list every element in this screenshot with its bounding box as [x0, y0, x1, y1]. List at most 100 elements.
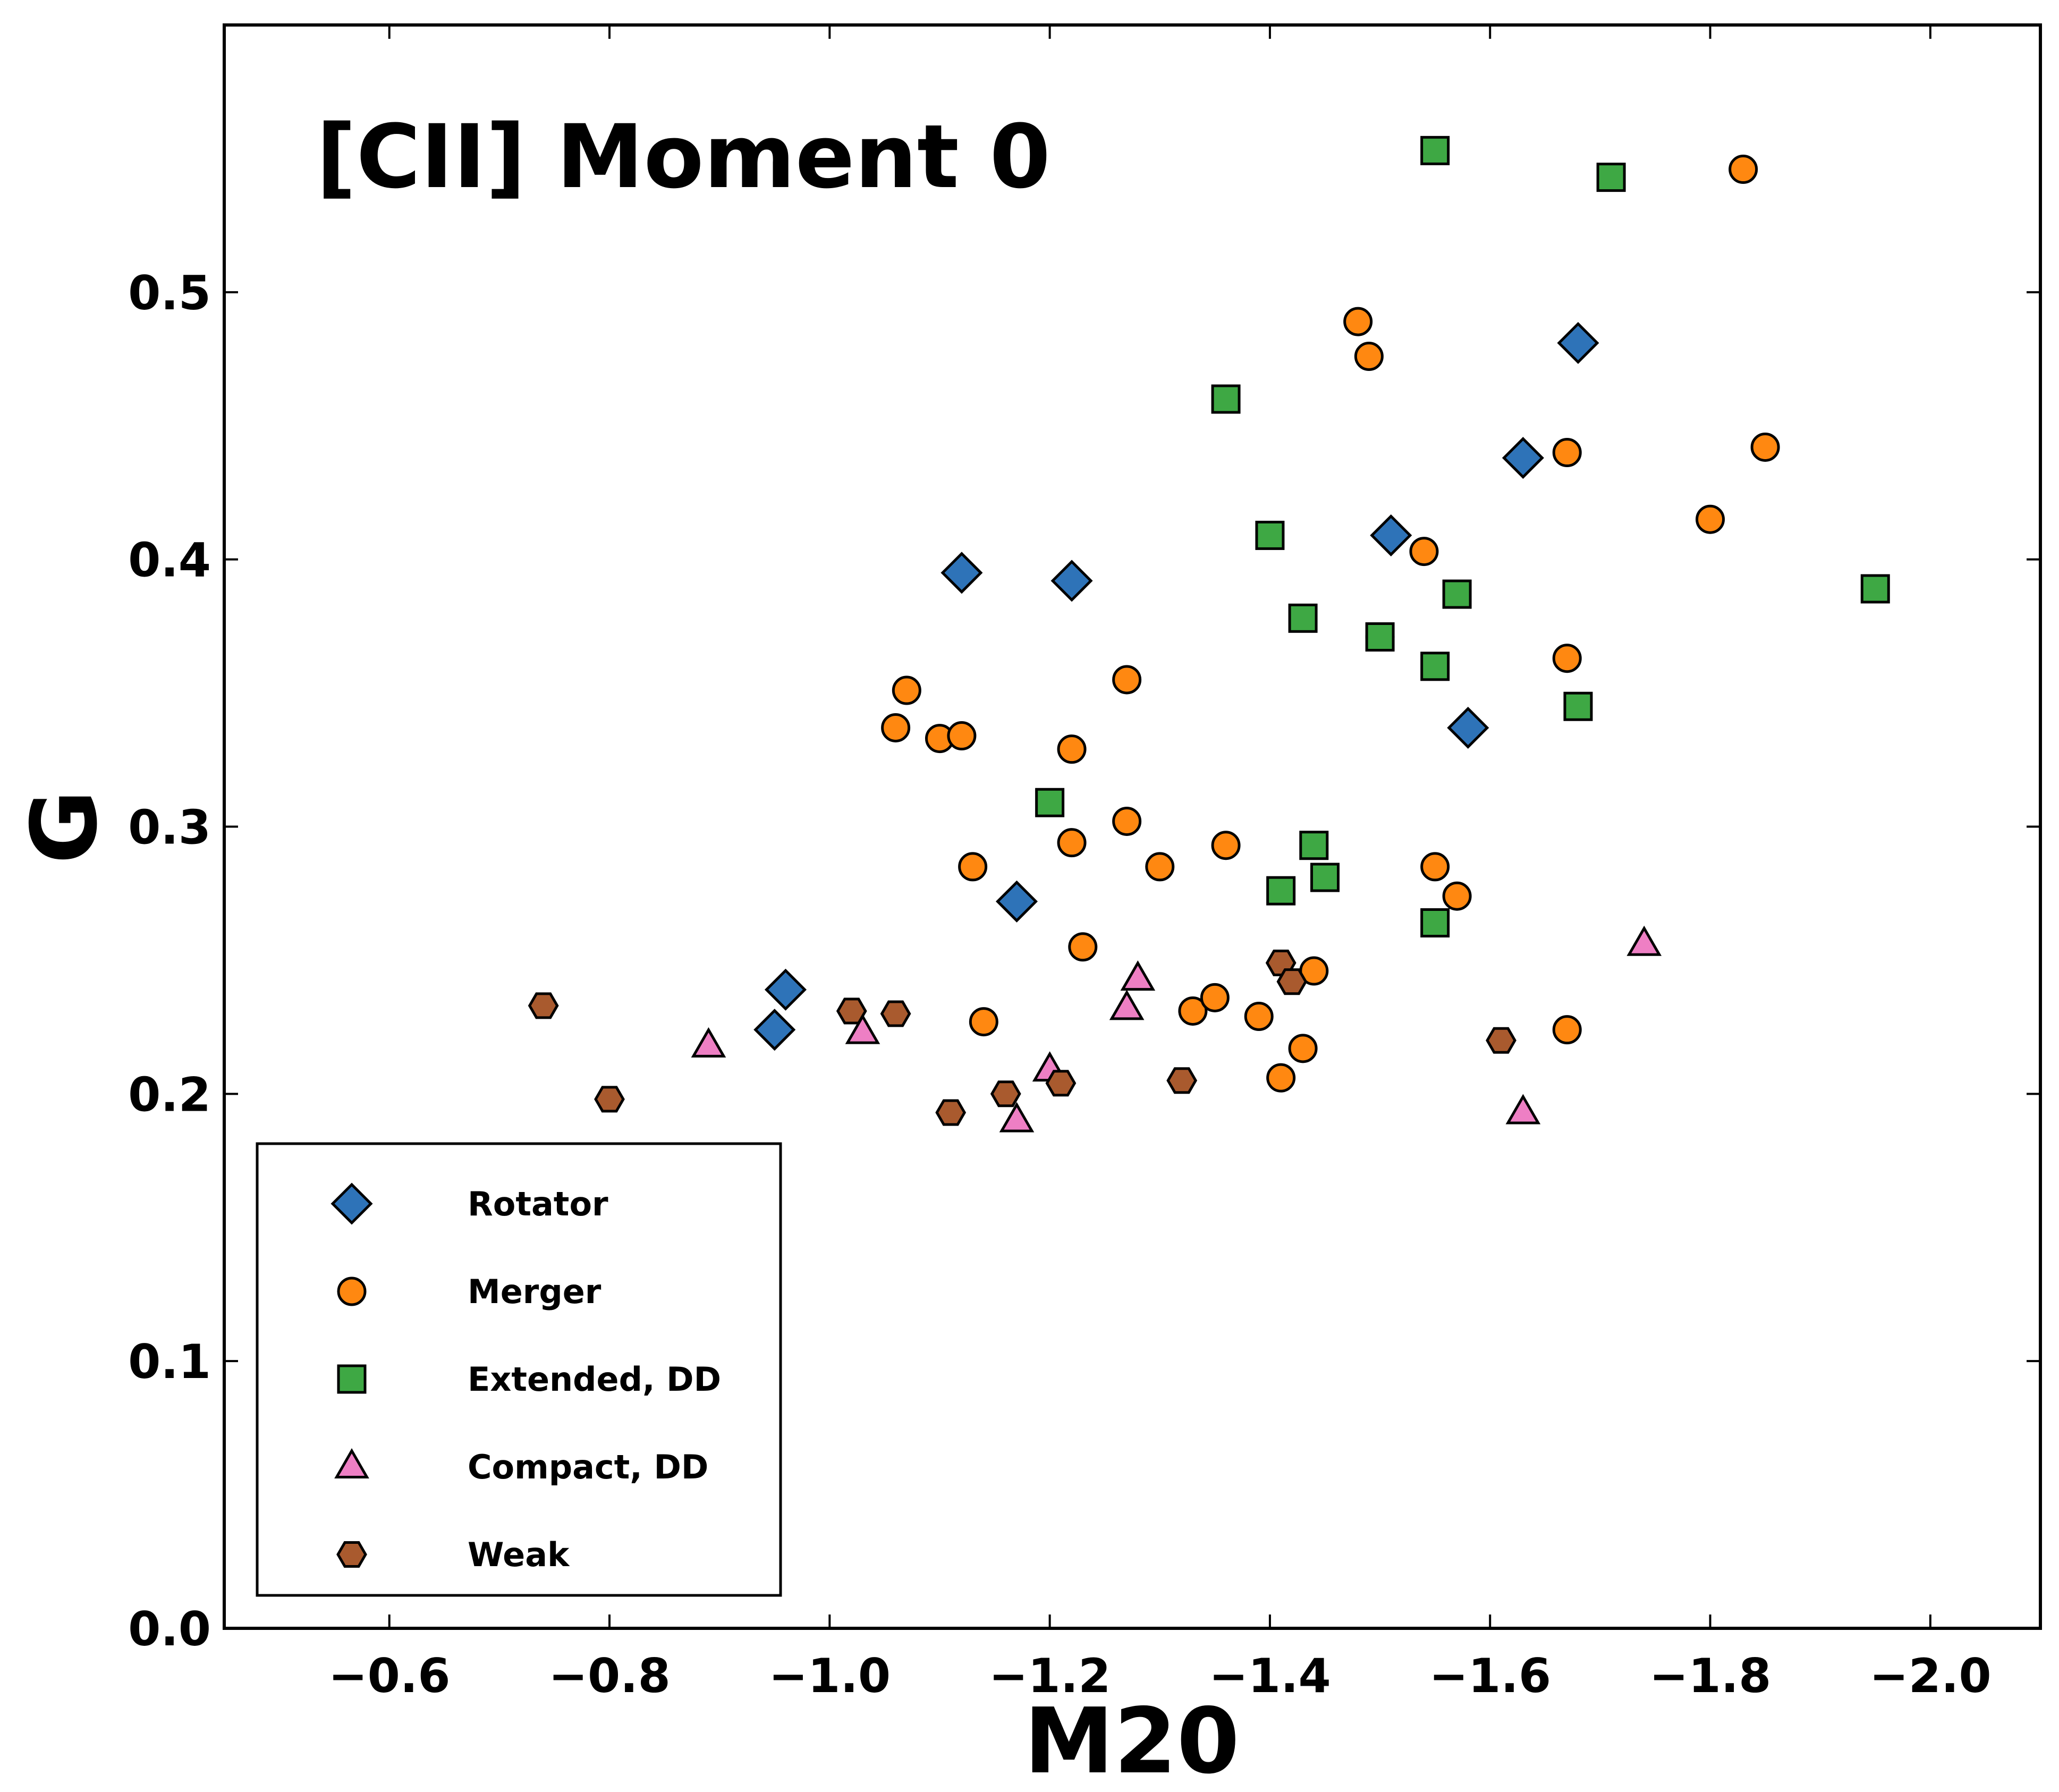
data-point: [1343, 307, 1373, 336]
data-point: [1200, 983, 1230, 1012]
x-tick-label: −1.0: [769, 1649, 891, 1703]
legend-marker: [337, 1277, 367, 1306]
plot-frame: [223, 23, 2042, 1630]
data-point: [753, 1009, 796, 1051]
data-point: [1299, 831, 1329, 860]
data-point: [881, 713, 911, 742]
data-point: [990, 1080, 1021, 1108]
data-point: [1563, 691, 1593, 721]
legend-entry: Weak: [336, 1535, 570, 1574]
legend-entry: Merger: [337, 1272, 601, 1311]
data-point: [594, 1086, 625, 1113]
data-point: [1505, 1094, 1541, 1125]
data-point: [528, 992, 559, 1019]
x-tick-label: −1.4: [1209, 1649, 1331, 1703]
data-point: [1310, 863, 1340, 892]
data-point: [1626, 925, 1662, 956]
legend-marker: [334, 1448, 369, 1478]
data-point: [999, 1102, 1035, 1132]
data-point: [1442, 579, 1472, 609]
chart-title: [CII] Moment 0: [316, 106, 1050, 208]
data-point: [1420, 852, 1450, 882]
data-point: [1211, 384, 1241, 414]
data-point: [691, 1027, 726, 1058]
data-point: [1112, 806, 1142, 836]
y-tick-label: 0.4: [128, 533, 211, 588]
data-point: [1068, 932, 1098, 962]
data-point: [1750, 432, 1780, 462]
data-point: [1860, 574, 1890, 604]
x-tick-label: −2.0: [1869, 1649, 1992, 1703]
legend-marker: [337, 1364, 367, 1394]
series-weak: [528, 949, 1516, 1126]
legend-marker: [331, 1182, 373, 1225]
y-tick-label: 0.2: [128, 1067, 211, 1122]
x-tick-label: −1.8: [1649, 1649, 1772, 1703]
data-point: [1502, 437, 1544, 479]
x-tick-label: −1.6: [1429, 1649, 1551, 1703]
x-tick-label: −1.2: [989, 1649, 1111, 1703]
data-point: [1288, 1034, 1318, 1063]
data-markers: [528, 136, 1890, 1132]
y-axis-label: G: [12, 790, 117, 864]
y-tick-label: 0.0: [128, 1602, 211, 1656]
data-point: [1266, 876, 1296, 906]
legend-label: Merger: [468, 1272, 601, 1311]
series-compact-dd: [691, 925, 1662, 1132]
data-point: [1120, 960, 1156, 991]
data-point: [1109, 990, 1145, 1020]
data-point: [1211, 831, 1241, 860]
legend-marker: [336, 1541, 367, 1568]
data-point: [1057, 734, 1087, 764]
data-point: [969, 1007, 998, 1037]
data-point: [1447, 706, 1489, 749]
legend: Rotator Merger Extended, DD Compact, DD Weak: [256, 1142, 782, 1597]
data-point: [1255, 520, 1285, 550]
data-point: [892, 675, 921, 705]
data-point: [1266, 1063, 1296, 1093]
y-tick-label: 0.5: [128, 266, 211, 320]
data-point: [1178, 996, 1208, 1026]
legend-label: Compact, DD: [468, 1448, 708, 1486]
legend-entry: Extended, DD: [337, 1360, 721, 1399]
data-point: [1045, 1070, 1077, 1097]
data-point: [1244, 1002, 1274, 1032]
data-point: [1276, 968, 1308, 995]
data-point: [1057, 828, 1087, 858]
data-point: [935, 1099, 967, 1126]
data-point: [1365, 622, 1395, 652]
data-point: [1420, 136, 1450, 165]
legend-label: Rotator: [468, 1185, 608, 1223]
data-point: [1420, 908, 1450, 938]
x-axis-label: M20: [1024, 1689, 1240, 1792]
data-point: [1728, 155, 1758, 184]
data-point: [940, 552, 983, 594]
data-point: [1552, 1015, 1582, 1045]
data-point: [1035, 788, 1065, 817]
data-point: [958, 852, 988, 882]
data-point: [1409, 537, 1439, 567]
legend-label: Weak: [468, 1535, 570, 1574]
data-point: [1596, 163, 1626, 192]
legend-label: Extended, DD: [468, 1360, 721, 1399]
series-extended-dd: [1035, 136, 1890, 938]
data-point: [1557, 322, 1599, 364]
data-point: [995, 880, 1038, 923]
data-point: [1354, 342, 1384, 371]
data-point: [1145, 852, 1175, 882]
y-tick-label: 0.1: [128, 1334, 211, 1389]
series-merger: [881, 155, 1780, 1093]
data-point: [1486, 1027, 1516, 1054]
y-tick-label: 0.3: [128, 800, 211, 855]
data-point: [1420, 652, 1450, 681]
x-tick-label: −0.6: [328, 1649, 451, 1703]
data-point: [1112, 665, 1142, 695]
x-tick-label: −0.8: [548, 1649, 671, 1703]
data-point: [1288, 603, 1318, 633]
data-point: [1050, 560, 1093, 602]
data-point: [845, 1013, 880, 1044]
series-rotator: [753, 322, 1599, 1051]
data-point: [1442, 881, 1472, 911]
legend-entry: Rotator: [331, 1182, 608, 1225]
